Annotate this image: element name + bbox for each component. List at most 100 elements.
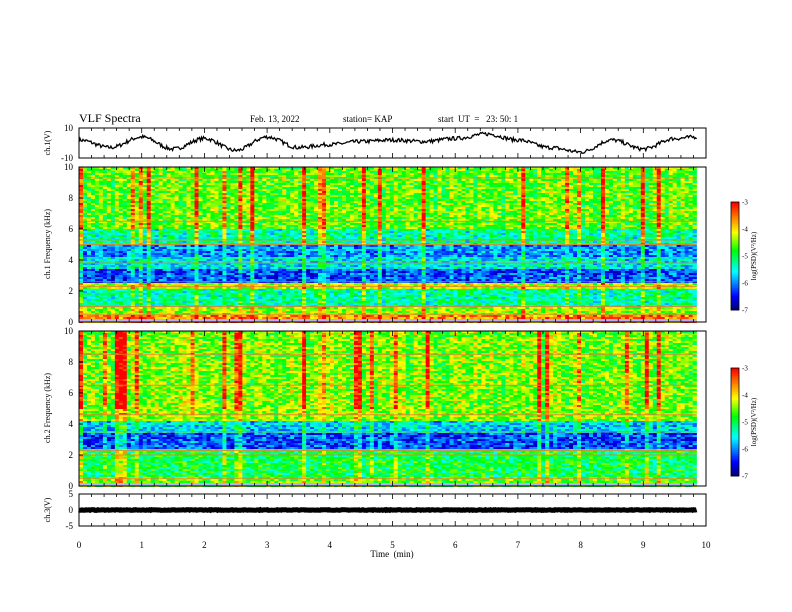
spectrogram-cell <box>377 221 383 223</box>
spectrogram-cell <box>680 173 685 175</box>
spectrogram-cell <box>461 191 466 193</box>
spectrogram-cell <box>186 181 191 183</box>
spectrogram-cell <box>357 191 363 193</box>
spectrogram-cell <box>314 215 319 217</box>
spectrogram-cell <box>608 181 614 183</box>
spectrogram-cell <box>353 197 359 199</box>
spectrogram-cell <box>604 215 610 217</box>
spectrogram-cell <box>258 211 263 213</box>
spectrogram-cell <box>433 179 438 181</box>
spectrogram-cell <box>206 197 211 199</box>
spectrogram-cell <box>672 185 677 187</box>
spectrogram-cell <box>130 207 136 209</box>
spectrogram-cell <box>154 221 159 223</box>
spectrogram-cell <box>437 183 442 185</box>
spectrogram-cell <box>437 169 442 171</box>
spectrogram-cell <box>318 175 323 177</box>
spectrogram-cell <box>266 171 271 173</box>
spectrogram-cell <box>589 181 594 183</box>
spectrogram-cell <box>385 183 391 185</box>
spectrogram-cell <box>612 169 618 171</box>
spectrogram-cell <box>505 209 510 211</box>
spectrogram-cell <box>433 203 438 205</box>
spectrogram-cell <box>266 199 271 201</box>
spectrogram-cell <box>114 181 120 183</box>
spectrogram-cell <box>98 173 104 175</box>
spectrogram-cell <box>202 219 207 221</box>
spectrogram-cell <box>692 167 697 169</box>
spectrogram-cell <box>290 223 295 225</box>
spectrogram-cell <box>150 231 155 233</box>
spectrogram-cell <box>318 203 323 205</box>
spectrogram-cell <box>345 207 351 209</box>
spectrogram-cell <box>648 197 654 199</box>
spectrogram-cell <box>110 195 116 197</box>
spectrogram-cell <box>589 209 594 211</box>
spectrogram-cell <box>218 205 223 207</box>
spectrogram-cell <box>632 173 638 175</box>
spectrogram-cell <box>162 199 167 201</box>
spectrogram-cell <box>110 167 116 169</box>
spectrogram-cell <box>477 217 482 219</box>
spectrogram-cell <box>79 229 84 231</box>
spectrogram-cell <box>596 185 602 187</box>
spectrogram-cell <box>569 175 574 177</box>
spectrogram-cell <box>294 199 299 201</box>
spectrogram-cell <box>118 195 124 197</box>
spectrogram-cell <box>210 185 215 187</box>
spectrogram-cell <box>318 223 323 225</box>
spectrogram-cell <box>616 169 622 171</box>
spectrogram-cell <box>417 229 422 231</box>
spectrogram-cell <box>298 167 303 169</box>
spectrogram-cell <box>668 173 673 175</box>
spectrogram-cell <box>326 201 331 203</box>
spectrogram-cell <box>489 217 494 219</box>
spectrogram-cell <box>481 167 486 169</box>
spectrogram-cell <box>242 227 247 229</box>
spectrogram-cell <box>529 175 534 177</box>
spectrogram-cell <box>656 187 662 189</box>
spectrogram-cell <box>202 179 207 181</box>
spectrogram-cell <box>425 187 430 189</box>
spectrogram-cell <box>337 175 343 177</box>
spectrogram-cell <box>230 199 235 201</box>
spectrogram-cell <box>86 217 92 219</box>
spectrogram-cell <box>98 229 104 231</box>
spectrogram-cell <box>98 213 104 215</box>
spectrogram-cell <box>174 187 179 189</box>
spectrogram-cell <box>565 213 570 215</box>
spectrogram-cell <box>110 227 116 229</box>
spectrogram-cell <box>365 203 371 205</box>
spectrogram-cell <box>174 181 179 183</box>
spectrogram-cell <box>361 225 367 227</box>
spectrogram-cell <box>660 215 666 217</box>
spectrogram-cell <box>150 187 155 189</box>
spectrogram-cell <box>652 173 658 175</box>
spectrogram-cell <box>489 227 494 229</box>
spectrogram-cell <box>624 187 630 189</box>
spectrogram-cell <box>437 221 442 223</box>
spectrogram-cell <box>194 205 199 207</box>
spectrogram-cell <box>417 185 422 187</box>
spectrogram-cell <box>608 197 614 199</box>
spectrogram-cell <box>596 215 602 217</box>
spectrogram-cell <box>314 199 319 201</box>
spectrogram-cell <box>282 219 287 221</box>
spectrogram-cell <box>186 183 191 185</box>
spectrogram-cell <box>497 205 502 207</box>
spectrogram-cell <box>668 221 673 223</box>
spectrogram-cell <box>246 207 251 209</box>
spectrogram-cell <box>441 175 446 177</box>
spectrogram-cell <box>298 193 303 195</box>
spectrogram-cell <box>178 183 183 185</box>
spectrogram-cell <box>660 185 666 187</box>
spectrogram-cell <box>282 213 287 215</box>
spectrogram-cell <box>290 219 295 221</box>
spectrogram-cell <box>270 167 275 169</box>
spectrogram-cell <box>417 171 422 173</box>
spectrogram-cell <box>401 197 407 199</box>
spectrogram-cell <box>497 189 502 191</box>
spectrogram-cell <box>660 201 666 203</box>
spectrogram-cell <box>94 203 100 205</box>
spectrogram-cell <box>604 209 610 211</box>
